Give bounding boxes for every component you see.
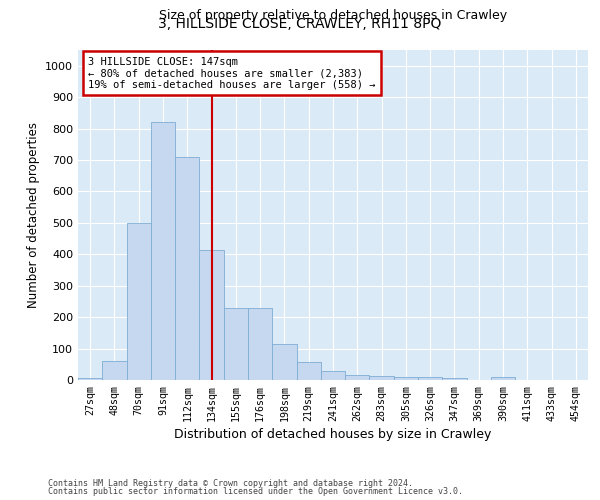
Title: Size of property relative to detached houses in Crawley: Size of property relative to detached ho… (159, 10, 507, 22)
Y-axis label: Number of detached properties: Number of detached properties (26, 122, 40, 308)
Bar (321, 370, 345, 380)
Bar (224, 308, 248, 380)
X-axis label: Distribution of detached houses by size in Crawley: Distribution of detached houses by size … (175, 428, 491, 441)
Bar (248, 308, 272, 380)
Bar (151, 122, 175, 380)
Bar (394, 377, 418, 380)
Bar (127, 223, 151, 380)
Text: Contains public sector information licensed under the Open Government Licence v3: Contains public sector information licen… (48, 487, 463, 496)
Bar (370, 376, 394, 380)
Bar (199, 250, 224, 380)
Bar (272, 344, 296, 380)
Bar (78, 378, 102, 380)
Bar (442, 378, 467, 380)
Bar (175, 157, 199, 380)
Bar (418, 378, 442, 380)
Bar (102, 361, 127, 380)
Text: 3 HILLSIDE CLOSE: 147sqm
← 80% of detached houses are smaller (2,383)
19% of sem: 3 HILLSIDE CLOSE: 147sqm ← 80% of detach… (88, 56, 376, 90)
Bar (296, 362, 321, 380)
Bar (345, 376, 370, 380)
Bar (491, 377, 515, 380)
Text: Contains HM Land Registry data © Crown copyright and database right 2024.: Contains HM Land Registry data © Crown c… (48, 478, 413, 488)
Text: 3, HILLSIDE CLOSE, CRAWLEY, RH11 8PQ: 3, HILLSIDE CLOSE, CRAWLEY, RH11 8PQ (158, 18, 442, 32)
